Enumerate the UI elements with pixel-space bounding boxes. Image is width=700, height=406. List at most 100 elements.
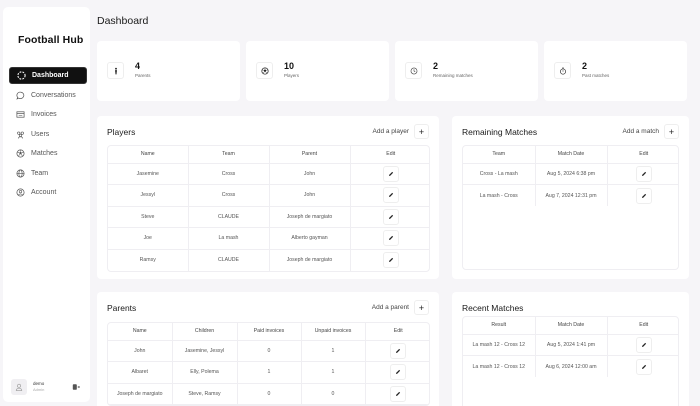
column-header: Match Date: [535, 146, 608, 164]
player-team: Cross: [188, 184, 270, 207]
edit-button[interactable]: [635, 336, 652, 353]
players-title: Players: [107, 127, 136, 137]
match-date: Aug 5, 2024 1:41 pm: [535, 334, 608, 356]
add-player-button[interactable]: +: [414, 124, 429, 139]
stat-card-past-matches: 2 Past matches: [544, 41, 687, 101]
edit-button[interactable]: [382, 208, 399, 225]
recent-matches-panel: Recent Matches Result Match Date Edit La…: [452, 292, 689, 406]
pencil-icon: [396, 370, 401, 375]
edit-button[interactable]: [382, 252, 399, 268]
user-role: Admin: [33, 386, 45, 392]
match-date: Aug 6, 2024 12:00 am: [535, 355, 608, 377]
table-row: Jasemine Cross John: [108, 163, 429, 185]
add-player-label[interactable]: Add a player: [372, 128, 410, 135]
player-parent: Joseph de margiato: [269, 206, 351, 228]
player-parent: Joseph de margiato: [269, 249, 351, 271]
remaining-matches-title: Remaining Matches: [462, 127, 538, 137]
logout-button[interactable]: [72, 383, 80, 391]
sidebar-item-label: Conversations: [31, 91, 76, 99]
stat-value: 4: [135, 61, 141, 71]
column-header: Edit: [607, 317, 678, 335]
stat-card-remaining-matches: 2 Remaining matches: [395, 41, 538, 101]
unpaid-invoices: 1: [301, 361, 366, 384]
parent-name: Albaret: [108, 361, 173, 384]
plus-icon: +: [418, 126, 425, 137]
edit-button[interactable]: [382, 230, 399, 247]
unpaid-invoices: 1: [301, 340, 366, 362]
table-header-row: Name Children Paid invoices Unpaid invoi…: [108, 323, 429, 341]
user-profile: demo Admin: [8, 371, 86, 403]
edit-button[interactable]: [382, 187, 399, 204]
table-row: Cross - La mash Aug 5, 2024 6:38 pm: [463, 163, 678, 185]
sidebar: Football Hub Dashboard Conversations Inv…: [3, 7, 90, 402]
avatar[interactable]: [11, 379, 27, 395]
table-row: La mash - Cross Aug 7, 2024 12:31 pm: [463, 184, 678, 206]
edit-button[interactable]: [390, 342, 407, 359]
sidebar-item-users[interactable]: Users: [9, 126, 87, 143]
player-name: Jessyl: [108, 184, 189, 207]
sidebar-item-account[interactable]: Account: [9, 184, 87, 201]
users-icon: [15, 129, 25, 139]
unpaid-invoices: 0: [301, 383, 366, 405]
column-header: Match Date: [535, 317, 608, 335]
add-match-label[interactable]: Add a match: [622, 128, 660, 135]
players-table: Name Team Parent Edit Jasemine Cross Joh…: [107, 145, 430, 272]
table-header-row: Result Match Date Edit: [463, 317, 678, 335]
table-row: Joseph de margiato Steve, Ramsy 0 0: [108, 383, 429, 405]
pencil-icon: [388, 171, 393, 176]
player-parent: Alberto gayman: [269, 227, 351, 250]
sidebar-item-matches[interactable]: Matches: [9, 145, 87, 162]
sidebar-item-label: Account: [31, 189, 57, 196]
parents-table: Name Children Paid invoices Unpaid invoi…: [107, 322, 430, 406]
column-header: Edit: [350, 146, 429, 164]
sidebar-item-label: Team: [31, 169, 49, 177]
stat-value: 2: [582, 61, 588, 71]
add-parent-label[interactable]: Add a parent: [371, 304, 409, 311]
parents-panel: Parents Add a parent + Name Children Pai…: [97, 292, 439, 406]
parent-name: John: [108, 340, 173, 362]
column-header: Parent: [269, 146, 351, 164]
sidebar-item-conversations[interactable]: Conversations: [9, 87, 87, 104]
player-name: Jasemine: [108, 163, 189, 185]
column-header: Edit: [365, 323, 429, 341]
table-row: La mash 12 - Cross 12 Aug 5, 2024 1:41 p…: [463, 334, 678, 356]
parents-title: Parents: [107, 303, 137, 313]
match-result: La mash 12 - Cross 12: [463, 334, 536, 356]
remaining-matches-panel: Remaining Matches Add a match + Team Mat…: [452, 116, 689, 279]
player-parent: John: [269, 163, 351, 185]
column-header: Team: [188, 146, 270, 164]
invoice-icon: [15, 110, 25, 120]
sidebar-item-label: Users: [31, 130, 50, 138]
match-teams: Cross - La mash: [463, 163, 536, 185]
sidebar-item-invoices[interactable]: Invoices: [9, 106, 87, 123]
edit-button[interactable]: [382, 165, 399, 182]
edit-button[interactable]: [635, 187, 652, 204]
edit-button[interactable]: [390, 364, 407, 381]
player-team: CLAUDE: [188, 206, 270, 228]
stat-label: Players: [284, 73, 300, 78]
add-parent-button[interactable]: +: [414, 300, 429, 315]
plus-icon: +: [668, 126, 675, 137]
stat-label: Parents: [135, 73, 151, 78]
pencil-icon: [396, 391, 401, 396]
sidebar-nav: Dashboard Conversations Invoices Users M…: [9, 67, 87, 204]
pencil-icon: [388, 236, 393, 241]
edit-button[interactable]: [635, 358, 652, 375]
stat-label: Past matches: [582, 73, 610, 78]
table-row: Jessyl Cross John: [108, 184, 429, 207]
dashboard-icon: [16, 71, 26, 81]
column-header: Children: [172, 323, 238, 341]
sidebar-item-team[interactable]: Team: [9, 165, 87, 182]
plus-icon: +: [418, 302, 425, 313]
edit-button[interactable]: [390, 385, 407, 402]
sidebar-item-label: Matches: [31, 150, 58, 157]
table-row: Albaret Elly, Polema 1 1: [108, 361, 429, 384]
parent-children: Elly, Polema: [172, 361, 238, 384]
stat-card-parents: 4 Parents: [97, 41, 240, 101]
pencil-icon: [641, 171, 646, 176]
add-match-button[interactable]: +: [664, 124, 679, 139]
column-header: Result: [463, 317, 536, 335]
player-name: Ramsy: [108, 249, 189, 271]
edit-button[interactable]: [635, 165, 652, 182]
sidebar-item-dashboard[interactable]: Dashboard: [9, 67, 87, 84]
